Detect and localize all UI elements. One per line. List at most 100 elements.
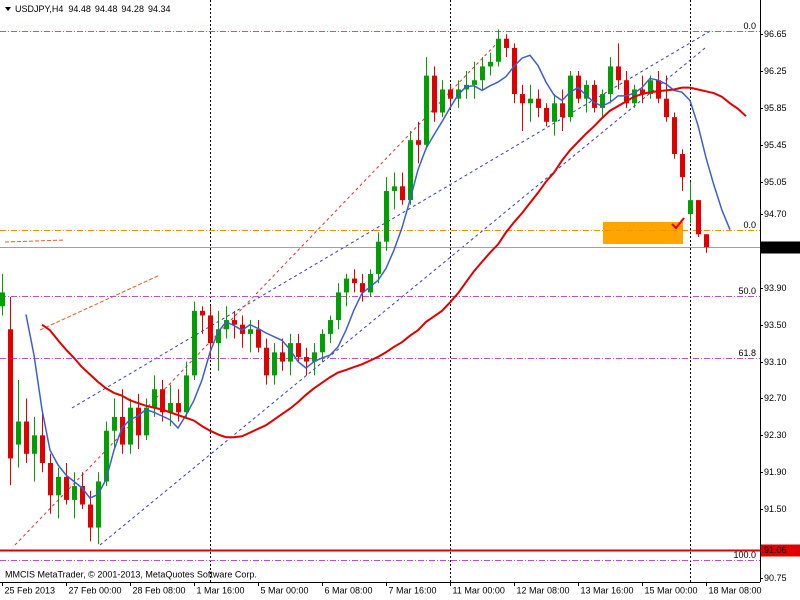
y-tick-label: 96.25 [764, 66, 787, 76]
candle-body [384, 190, 389, 242]
candle-body [8, 329, 13, 459]
candle-body [40, 435, 45, 464]
y-tick-label: 91.50 [764, 504, 787, 514]
x-tick-label: 7 Mar 16:00 [389, 585, 437, 595]
x-tick-label: 1 Mar 16:00 [197, 585, 245, 595]
candle-body [24, 421, 29, 454]
candle-body [688, 200, 693, 214]
candle-body [408, 140, 413, 201]
y-tick-label: 91.90 [764, 467, 787, 477]
y-tick-label: 92.30 [764, 430, 787, 440]
price-label: 94.34 [764, 242, 787, 252]
candle-body [352, 278, 357, 284]
candle-body [440, 89, 445, 113]
candle-body [336, 292, 341, 321]
x-tick-label: 6 Mar 08:00 [325, 585, 373, 595]
x-tick-label: 18 Mar 08:00 [709, 585, 762, 595]
candle-body [496, 38, 501, 62]
candle-body [56, 476, 61, 496]
candle-body [136, 407, 141, 436]
trend-line [4, 239, 66, 243]
candle-body [152, 389, 157, 408]
candle-body [264, 347, 269, 376]
candle-body [368, 273, 373, 293]
candle-body [280, 352, 285, 362]
candle-body [128, 407, 133, 445]
price-label-box [761, 241, 800, 254]
candle-body [72, 486, 77, 500]
candle-body [392, 186, 397, 191]
candle-body [176, 403, 181, 413]
candle-body [256, 329, 261, 348]
candle-body [624, 80, 629, 104]
highlight-box [603, 222, 683, 244]
candle-body [600, 94, 605, 108]
candle-body [48, 463, 53, 496]
level-label: 0.0 [743, 220, 756, 230]
drawings [4, 29, 713, 546]
candle-body [512, 47, 517, 95]
candle-body [568, 75, 573, 118]
close-value: 94.34 [148, 4, 171, 14]
candle-body [208, 315, 213, 344]
candle-body [488, 61, 493, 67]
candle-body [216, 329, 221, 344]
candle-body [120, 416, 125, 445]
x-tick-label: 13 Mar 16:00 [581, 585, 634, 595]
channel-line [71, 29, 713, 409]
candle-body [560, 103, 565, 118]
open-value: 94.48 [68, 4, 91, 14]
y-tick-label: 90.75 [764, 573, 787, 583]
candle-body [648, 80, 653, 95]
candle-body [16, 421, 21, 445]
trend-line [39, 274, 161, 331]
y-tick-label: 95.85 [764, 103, 787, 113]
candle-body [144, 407, 149, 436]
check-mark [671, 217, 685, 230]
candle-body [312, 352, 317, 362]
candle-body [80, 486, 85, 505]
candle-body [656, 80, 661, 99]
candle-body [296, 343, 301, 357]
candle-body [288, 343, 293, 362]
x-tick-label: 25 Feb 2013 [5, 585, 56, 595]
copyright: MMCIS MetaTrader, © 2001-2013, MetaQuote… [5, 569, 257, 579]
candle-body [168, 403, 173, 413]
candle-body [192, 310, 197, 376]
candle-body [160, 389, 165, 413]
candle-body [544, 107, 549, 122]
candle-body [536, 98, 541, 108]
level-label: 100.0 [733, 550, 756, 560]
candle-body [640, 89, 645, 95]
hline-label: 91.06 [764, 545, 787, 555]
y-tick-label: 94.70 [764, 209, 787, 219]
plot [0, 29, 747, 545]
candle-body [400, 186, 405, 201]
candle-body [32, 435, 37, 454]
x-tick-label: 27 Feb 00:00 [69, 585, 122, 595]
candle-body [360, 283, 365, 293]
candle-body [320, 333, 325, 353]
candle-body [584, 84, 589, 99]
moving-average [41, 86, 747, 439]
candle-body [88, 504, 93, 528]
candle-body [480, 66, 485, 81]
candle-body [328, 320, 333, 334]
candle-body [432, 75, 437, 113]
candle-body [224, 320, 229, 330]
candle-body [616, 66, 621, 81]
header-icon [5, 7, 11, 11]
x-tick-label: 12 Mar 08:00 [517, 585, 570, 595]
candle-body [696, 200, 701, 235]
level-label: 50.0 [738, 286, 756, 296]
level-label: 0.0 [743, 21, 756, 31]
y-tick-label: 93.50 [764, 320, 787, 330]
candle-body [416, 140, 421, 145]
candle-body [520, 94, 525, 104]
candle-body [112, 416, 117, 431]
candle-body [200, 310, 205, 316]
high-value: 94.48 [95, 4, 118, 14]
y-tick-label: 93.10 [764, 357, 787, 367]
